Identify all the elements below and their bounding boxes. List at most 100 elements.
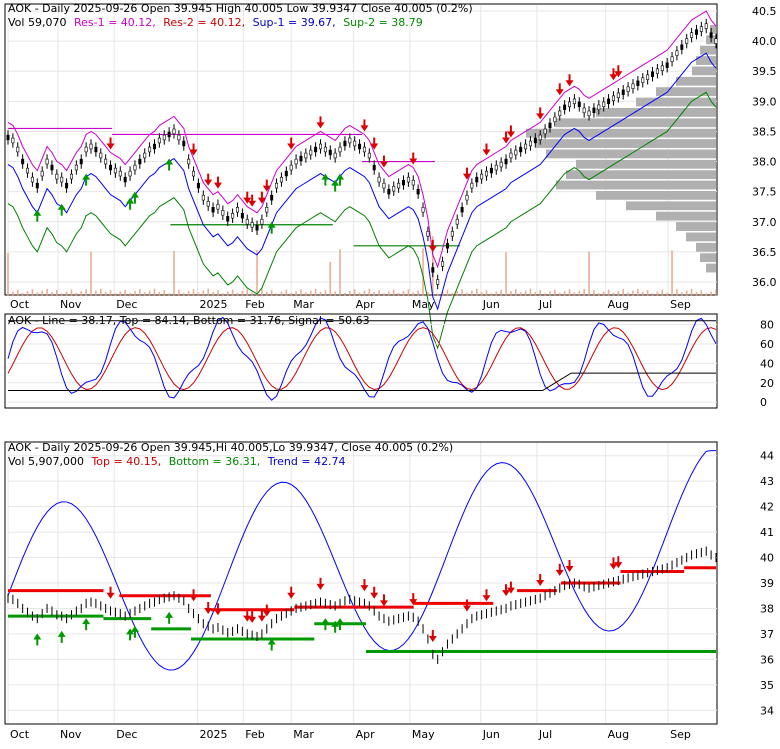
volume-bar bbox=[612, 292, 615, 296]
trend-y-tick-label: 43 bbox=[760, 475, 774, 488]
trend-down-arrow-head bbox=[565, 566, 574, 572]
price-candle-body bbox=[485, 170, 489, 177]
volume-bar bbox=[348, 291, 351, 296]
volume-bar bbox=[388, 291, 390, 296]
volume-bar bbox=[187, 291, 190, 296]
price-candle-body bbox=[35, 182, 39, 189]
price-candle-body bbox=[387, 188, 391, 195]
down-arrow-head bbox=[555, 89, 564, 96]
price-candle-body bbox=[338, 146, 342, 153]
price-candle-body bbox=[362, 146, 366, 153]
price-candle-body bbox=[187, 158, 191, 165]
trend-down-arrow-head bbox=[106, 592, 115, 599]
down-arrow-head bbox=[248, 200, 257, 207]
volume-bar bbox=[446, 289, 449, 296]
volume-bar bbox=[695, 291, 698, 296]
support-resistance-lines bbox=[7, 10, 717, 350]
volume-bar bbox=[666, 292, 668, 296]
price-candle-body bbox=[314, 146, 318, 153]
oscillator-title: AOK - Line = 38.17, Top = 84.14, Bottom … bbox=[8, 314, 370, 327]
sup2-label: Sup-2 = 38.79 bbox=[343, 16, 423, 29]
price-candle-body bbox=[382, 182, 386, 189]
volume-bar bbox=[90, 251, 92, 296]
price-candle-body bbox=[250, 222, 254, 228]
price-x-tick-label: Aug bbox=[608, 298, 629, 311]
volume-bar bbox=[334, 291, 336, 296]
price-candle-body bbox=[450, 231, 454, 237]
volume-bar bbox=[226, 291, 229, 296]
volume-bar bbox=[319, 291, 322, 296]
trend-y-tick-label: 37 bbox=[760, 628, 774, 641]
price-candle-body bbox=[299, 155, 303, 162]
price-candle-body bbox=[79, 158, 83, 165]
price-x-tick-label: Apr bbox=[356, 298, 376, 311]
volume-bar bbox=[485, 290, 488, 296]
price-candle-body bbox=[221, 210, 225, 216]
price-candle-body bbox=[367, 152, 371, 159]
volume-bar bbox=[173, 251, 175, 296]
volume-bar bbox=[422, 248, 424, 296]
down-arrow-head bbox=[189, 149, 198, 156]
price-candle-body bbox=[265, 207, 269, 213]
volume-bar bbox=[251, 292, 253, 296]
price-candle-body bbox=[636, 80, 640, 86]
volume-bar bbox=[139, 289, 141, 296]
price-candle-body bbox=[133, 164, 137, 171]
trend-x-tick-label: Nov bbox=[60, 728, 82, 741]
trend-down-arrow-head bbox=[536, 580, 545, 586]
price-candle-body bbox=[143, 152, 147, 159]
volume-profile-bar bbox=[710, 25, 716, 34]
price-candle-body bbox=[60, 176, 64, 183]
price-candle-body bbox=[270, 194, 274, 201]
volume-bar bbox=[119, 291, 122, 296]
price-candle-body bbox=[99, 152, 103, 159]
volume-bar bbox=[510, 291, 512, 296]
volume-bar bbox=[109, 290, 112, 296]
price-candle-body bbox=[304, 152, 308, 159]
volume-bar bbox=[270, 290, 273, 296]
down-arrow-head bbox=[379, 161, 388, 168]
price-title: AOK - Daily 2025-09-26 Open 39.945 High … bbox=[8, 2, 473, 15]
oscillator-signal-line bbox=[7, 327, 717, 391]
trend-y-tick-label: 41 bbox=[760, 526, 774, 539]
price-candle-body bbox=[162, 134, 166, 141]
volume-bar bbox=[549, 291, 551, 296]
volume-bar bbox=[104, 291, 107, 296]
up-arrow-head bbox=[126, 197, 135, 204]
trend-up-arrow-head bbox=[33, 633, 42, 640]
price-candle-body bbox=[699, 26, 703, 32]
support1-envelope bbox=[7, 52, 717, 311]
down-arrow-head bbox=[462, 173, 471, 180]
volume-bar bbox=[544, 293, 546, 296]
volume-bar bbox=[627, 292, 629, 296]
trend-x-tick-label: Sep bbox=[670, 728, 691, 741]
trend-down-arrow-head bbox=[257, 615, 266, 622]
volume-bar bbox=[129, 292, 131, 296]
volume-profile-bar bbox=[700, 45, 716, 55]
price-candle-body bbox=[328, 149, 332, 156]
volume-bar bbox=[178, 289, 180, 296]
price-x-tick-label: Nov bbox=[60, 298, 82, 311]
price-candle-body bbox=[607, 98, 611, 105]
volume-profile-bar bbox=[596, 108, 716, 117]
price-candle-body bbox=[245, 219, 249, 225]
trend-y-tick-label: 34 bbox=[760, 704, 774, 717]
volume-bar bbox=[95, 290, 97, 296]
price-candle-body bbox=[665, 62, 669, 68]
price-candle-body bbox=[558, 110, 562, 117]
volume-bar bbox=[480, 291, 483, 296]
volume-bar bbox=[324, 290, 327, 296]
trend-x-tick-label: Apr bbox=[356, 728, 376, 741]
price-candle-body bbox=[255, 225, 259, 231]
volume-bar bbox=[31, 289, 34, 296]
price-candle-body bbox=[16, 146, 20, 153]
price-candle-body bbox=[597, 104, 601, 111]
volume-bar bbox=[490, 293, 493, 296]
volume-bar bbox=[246, 289, 249, 296]
trend-y-axis: 44 43 42 41 40 39 38 37 36 35 34 bbox=[760, 450, 774, 718]
volume-bar bbox=[646, 290, 649, 296]
volume-profile-bar bbox=[556, 118, 716, 128]
volume-bar bbox=[554, 289, 556, 296]
volume-bar bbox=[622, 289, 625, 296]
price-candle-body bbox=[104, 158, 108, 165]
